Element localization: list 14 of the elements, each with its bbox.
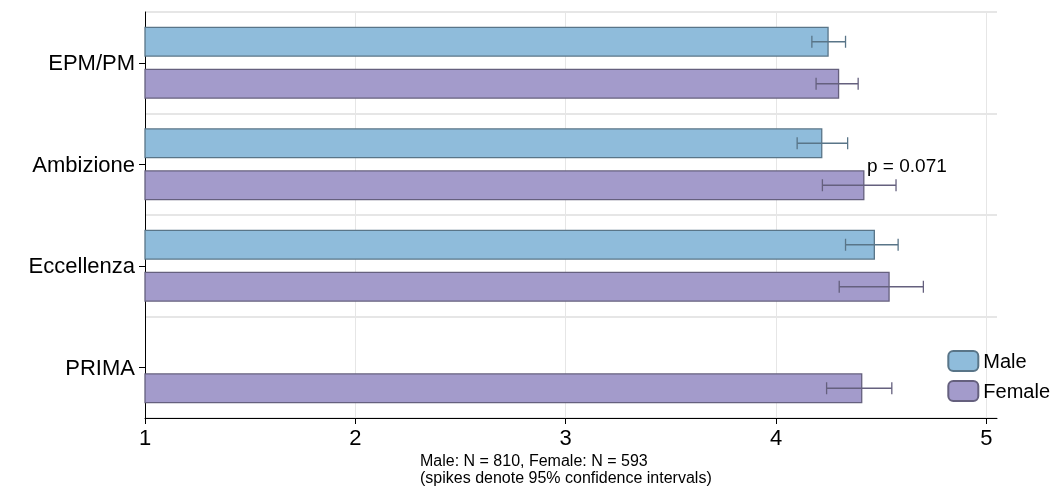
text: (spikes denote 95% confidence intervals) [420,468,712,486]
legend-label: Male [983,350,1027,372]
x-tick-label: 4 [769,424,783,450]
x-tick-label: 2 [349,424,362,450]
y-tick-label: EPM/PM [48,50,135,76]
legend-label: Female [983,380,1051,402]
y-tick-label: Eccellenza [28,253,136,279]
x-tick-label: 3 [559,424,572,450]
text: Male: N = 810, Female: N = 593 [420,451,648,469]
y-tick-label: PRIMA [65,354,136,380]
y-tick-label: Ambizione [32,151,135,177]
annotation: p = 0.071 [867,155,947,176]
x-tick-label: 5 [980,424,993,450]
x-tick-label: 1 [138,424,152,450]
